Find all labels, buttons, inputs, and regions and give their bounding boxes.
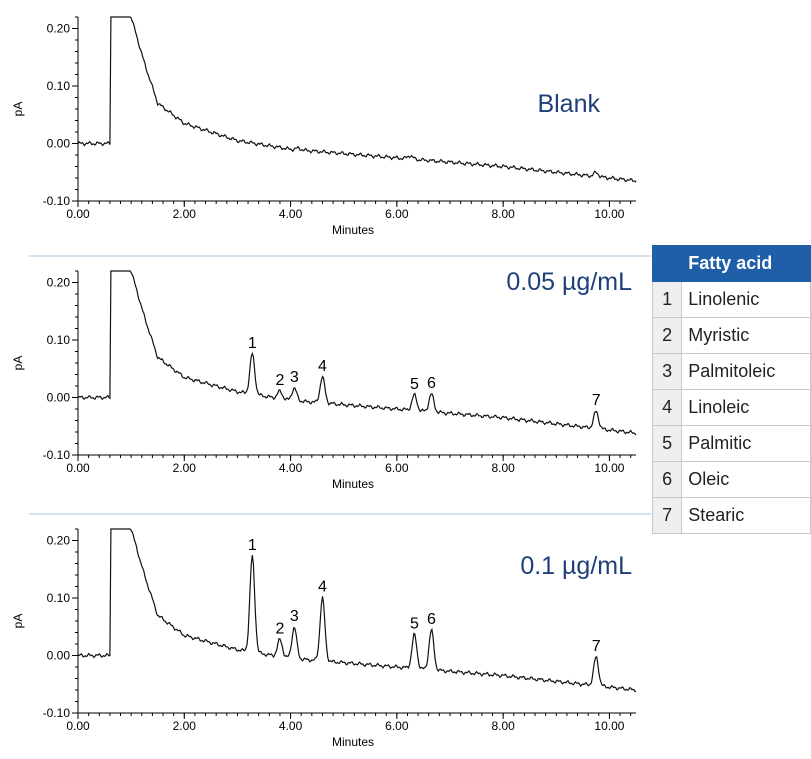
y-tick-label: -0.10	[43, 448, 71, 462]
y-tick-label: 0.20	[47, 276, 71, 290]
x-tick-label: 6.00	[385, 719, 409, 733]
x-tick-label: 0.00	[66, 207, 90, 221]
x-tick-label: 4.00	[279, 207, 303, 221]
table-row-name: Oleic	[682, 462, 811, 498]
peak-label: 3	[290, 608, 299, 625]
x-tick-label: 10.00	[594, 461, 624, 475]
sample-annotation: 0.1 µg/mL	[520, 552, 632, 580]
y-tick-label: -0.10	[43, 706, 71, 720]
peak-label: 4	[318, 358, 327, 375]
table-row: 3 Palmitoleic	[653, 354, 811, 390]
y-tick-label: 0.10	[47, 591, 71, 605]
table-header-fatty-acid: Fatty acid	[682, 246, 811, 282]
table-row: 2 Myristic	[653, 318, 811, 354]
x-tick-label: 8.00	[491, 461, 515, 475]
table-row-num: 3	[653, 354, 682, 390]
x-tick-label: 6.00	[385, 207, 409, 221]
peak-label: 4	[318, 579, 327, 596]
table-row-name: Myristic	[682, 318, 811, 354]
x-tick-label: 10.00	[594, 207, 624, 221]
table-row-num: 7	[653, 498, 682, 534]
y-tick-label: 0.00	[47, 391, 71, 405]
sample-annotation: Blank	[537, 90, 600, 118]
table-row: 4 Linoleic	[653, 390, 811, 426]
x-axis-label: Minutes	[332, 223, 374, 237]
table-row-name: Linolenic	[682, 282, 811, 318]
table-row-num: 6	[653, 462, 682, 498]
table-row: 5 Palmitic	[653, 426, 811, 462]
y-tick-label: 0.20	[47, 22, 71, 36]
table-row: 1 Linolenic	[653, 282, 811, 318]
x-tick-label: 8.00	[491, 719, 515, 733]
table-header-num	[653, 246, 682, 282]
table-row: 6 Oleic	[653, 462, 811, 498]
x-tick-label: 4.00	[279, 461, 303, 475]
peak-label: 6	[427, 375, 436, 392]
peak-label: 3	[290, 369, 299, 386]
x-tick-label: 2.00	[173, 719, 197, 733]
y-tick-label: 0.00	[47, 649, 71, 663]
x-tick-label: 8.00	[491, 207, 515, 221]
y-tick-label: 0.10	[47, 79, 71, 93]
x-tick-label: 10.00	[594, 719, 624, 733]
fatty-acid-table: Fatty acid 1 Linolenic 2 Myristic 3 Palmito…	[652, 245, 811, 534]
y-axis-label: pA	[11, 614, 25, 629]
peak-label: 7	[592, 638, 601, 655]
x-axis-label: Minutes	[332, 735, 374, 749]
x-axis-label: Minutes	[332, 477, 374, 491]
peak-label: 1	[248, 335, 257, 352]
table-row-num: 1	[653, 282, 682, 318]
table-row-name: Palmitoleic	[682, 354, 811, 390]
table-row-name: Linoleic	[682, 390, 811, 426]
table-row-num: 4	[653, 390, 682, 426]
x-tick-label: 6.00	[385, 461, 409, 475]
y-axis-label: pA	[11, 102, 25, 117]
table-row: 7 Stearic	[653, 498, 811, 534]
sample-annotation: 0.05 µg/mL	[506, 268, 632, 296]
x-tick-label: 4.00	[279, 719, 303, 733]
table-row-name: Palmitic	[682, 426, 811, 462]
peak-label: 5	[410, 376, 419, 393]
peak-label: 7	[592, 392, 601, 409]
y-tick-label: 0.10	[47, 333, 71, 347]
peak-label: 2	[275, 372, 284, 389]
y-tick-label: 0.00	[47, 137, 71, 151]
peak-label: 1	[248, 537, 257, 554]
x-tick-label: 2.00	[173, 461, 197, 475]
x-tick-label: 0.00	[66, 461, 90, 475]
x-tick-label: 2.00	[173, 207, 197, 221]
table-row-num: 2	[653, 318, 682, 354]
peak-label: 5	[410, 615, 419, 632]
y-axis-label: pA	[11, 356, 25, 371]
peak-label: 2	[275, 620, 284, 637]
y-tick-label: -0.10	[43, 194, 71, 208]
x-tick-label: 0.00	[66, 719, 90, 733]
table-header-row: Fatty acid	[653, 246, 811, 282]
y-tick-label: 0.20	[47, 534, 71, 548]
table-row-name: Stearic	[682, 498, 811, 534]
table-row-num: 5	[653, 426, 682, 462]
peak-label: 6	[427, 611, 436, 628]
